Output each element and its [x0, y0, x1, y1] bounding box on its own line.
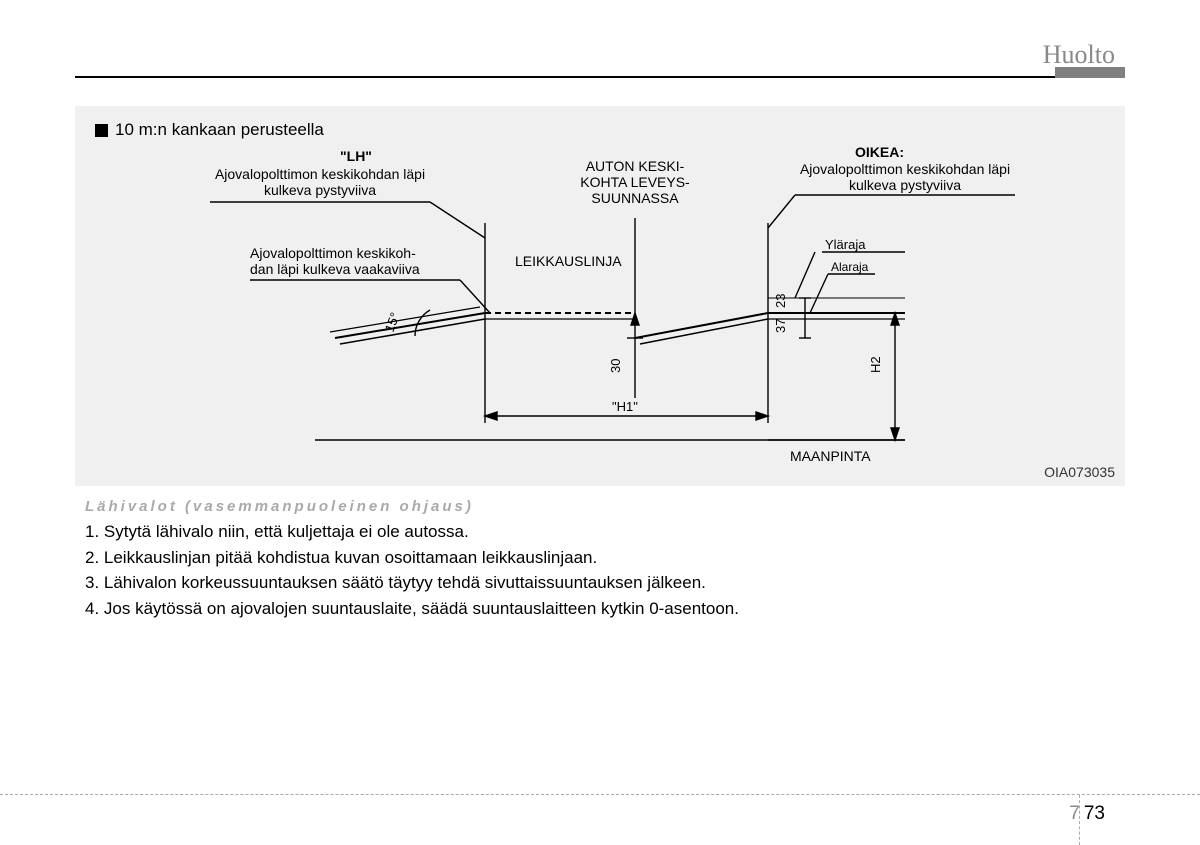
- dim-37: 37: [773, 319, 788, 333]
- diagram-svg: "H1" H2 30 23 37 15°: [115, 148, 1085, 468]
- chapter-number: 7: [1069, 803, 1084, 824]
- instruction-item: 1. Sytytä lähivalo niin, että kuljettaja…: [85, 519, 1125, 545]
- dim-h1: "H1": [612, 399, 638, 414]
- dim-23: 23: [773, 294, 788, 308]
- instruction-list: 1. Sytytä lähivalo niin, että kuljettaja…: [75, 519, 1125, 621]
- header-accent-bar: [1055, 67, 1125, 78]
- page-header: Huolto: [75, 40, 1125, 78]
- dim-30: 30: [608, 359, 623, 373]
- dim-h2: H2: [868, 356, 883, 373]
- figure-code: OIA073035: [1044, 464, 1115, 480]
- dim-15: 15°: [382, 310, 403, 334]
- footer-dashed-line: [0, 794, 1200, 795]
- figure-title: 10 m:n kankaan perusteella: [115, 120, 324, 140]
- figure-panel: 10 m:n kankaan perusteella "LH" Ajovalop…: [75, 106, 1125, 486]
- header-title: Huolto: [1043, 40, 1125, 69]
- instruction-item: 4. Jos käytössä on ajovalojen suuntausla…: [85, 596, 1125, 622]
- instruction-item: 3. Lähivalon korkeussuuntauksen säätö tä…: [85, 570, 1125, 596]
- page-number: 773: [1069, 803, 1105, 825]
- section-subtitle: Lähivalot (vasemmanpuoleinen ohjaus): [85, 498, 1125, 515]
- instruction-item: 2. Leikkauslinjan pitää kohdistua kuvan …: [85, 545, 1125, 571]
- square-bullet-icon: [95, 124, 108, 137]
- headlight-aim-diagram: "LH" Ajovalopolttimon keskikohdan läpi k…: [115, 148, 1085, 468]
- page-no: 73: [1084, 803, 1105, 824]
- figure-title-row: 10 m:n kankaan perusteella: [95, 120, 1105, 140]
